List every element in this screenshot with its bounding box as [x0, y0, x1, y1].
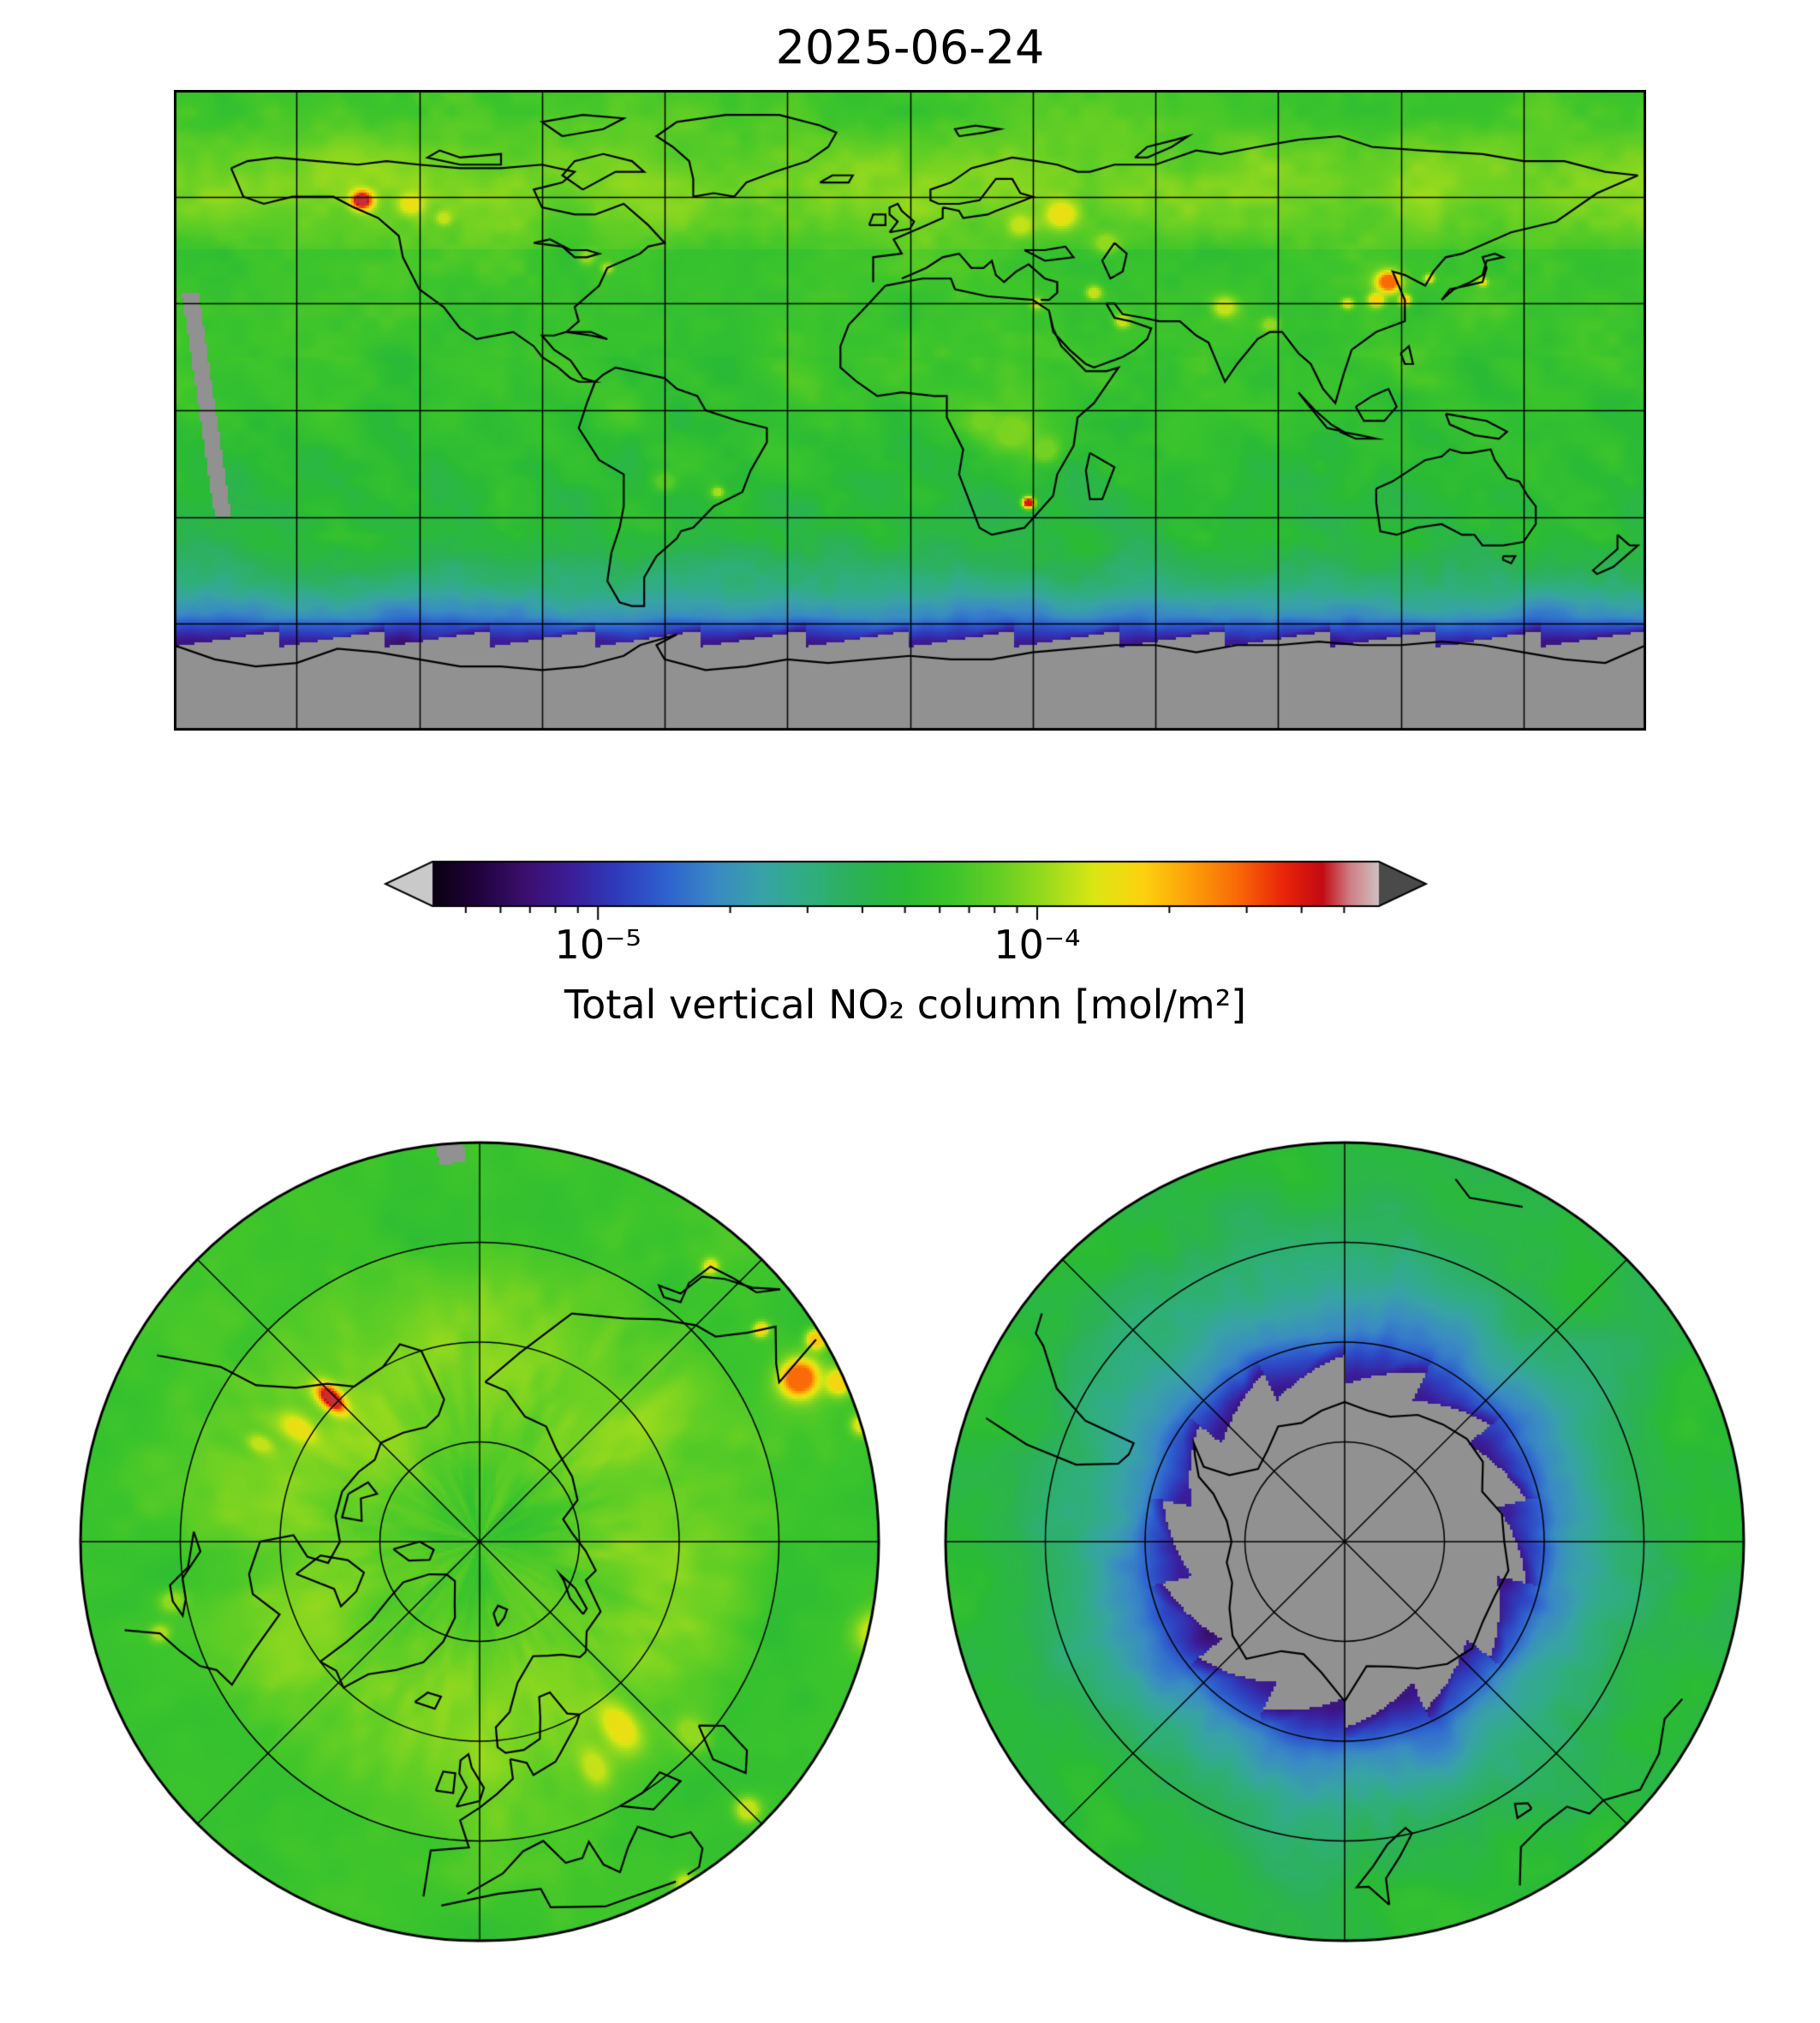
north-polar-panel	[77, 1139, 882, 1944]
south-polar-panel	[942, 1139, 1747, 1944]
colorbar-gradient	[366, 858, 1453, 925]
colorbar-tick-label-1e-5: 10⁻⁵	[554, 922, 641, 968]
colorbar-tick-label-1e-4: 10⁻⁴	[994, 922, 1081, 968]
global-map-panel	[174, 90, 1646, 731]
colorbar-axis-label: Total vertical NO₂ column [mol/m²]	[564, 982, 1247, 1028]
figure-title: 2025-06-24	[775, 21, 1045, 75]
